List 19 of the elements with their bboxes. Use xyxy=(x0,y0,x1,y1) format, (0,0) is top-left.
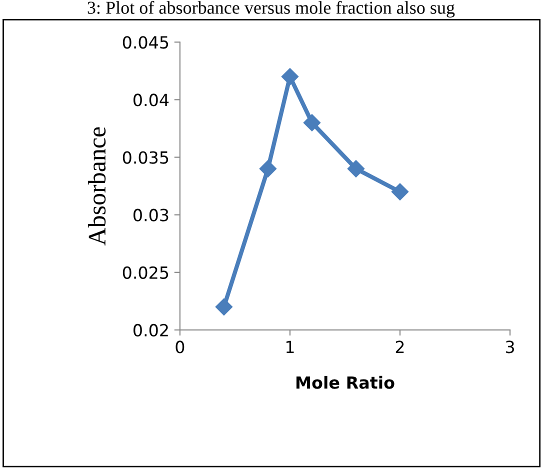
point xyxy=(303,114,321,132)
x-tick-label: 1 xyxy=(286,340,294,354)
x-axis-title: Mole Ratio xyxy=(296,376,394,389)
y-tick-label: 0.045 xyxy=(122,36,168,49)
point xyxy=(391,183,409,200)
y-tick-label: 0.025 xyxy=(122,266,168,279)
y-axis-title: Absorbance xyxy=(88,127,106,246)
y-tick-label: 0.02 xyxy=(134,324,168,337)
x-tick-label: 0 xyxy=(176,340,184,354)
x-tick-label: 2 xyxy=(396,340,404,354)
y-tick-label: 0.04 xyxy=(134,94,169,106)
x-tick-label: 3 xyxy=(506,340,514,354)
point xyxy=(215,298,233,316)
y-tick-label: 0.03 xyxy=(134,208,168,222)
point xyxy=(281,68,299,86)
text: 3: Plot of absorbance versus mole fraction also sug xyxy=(88,0,455,18)
point xyxy=(259,160,277,178)
y-tick-label: 0.035 xyxy=(122,151,168,164)
point xyxy=(347,160,365,178)
